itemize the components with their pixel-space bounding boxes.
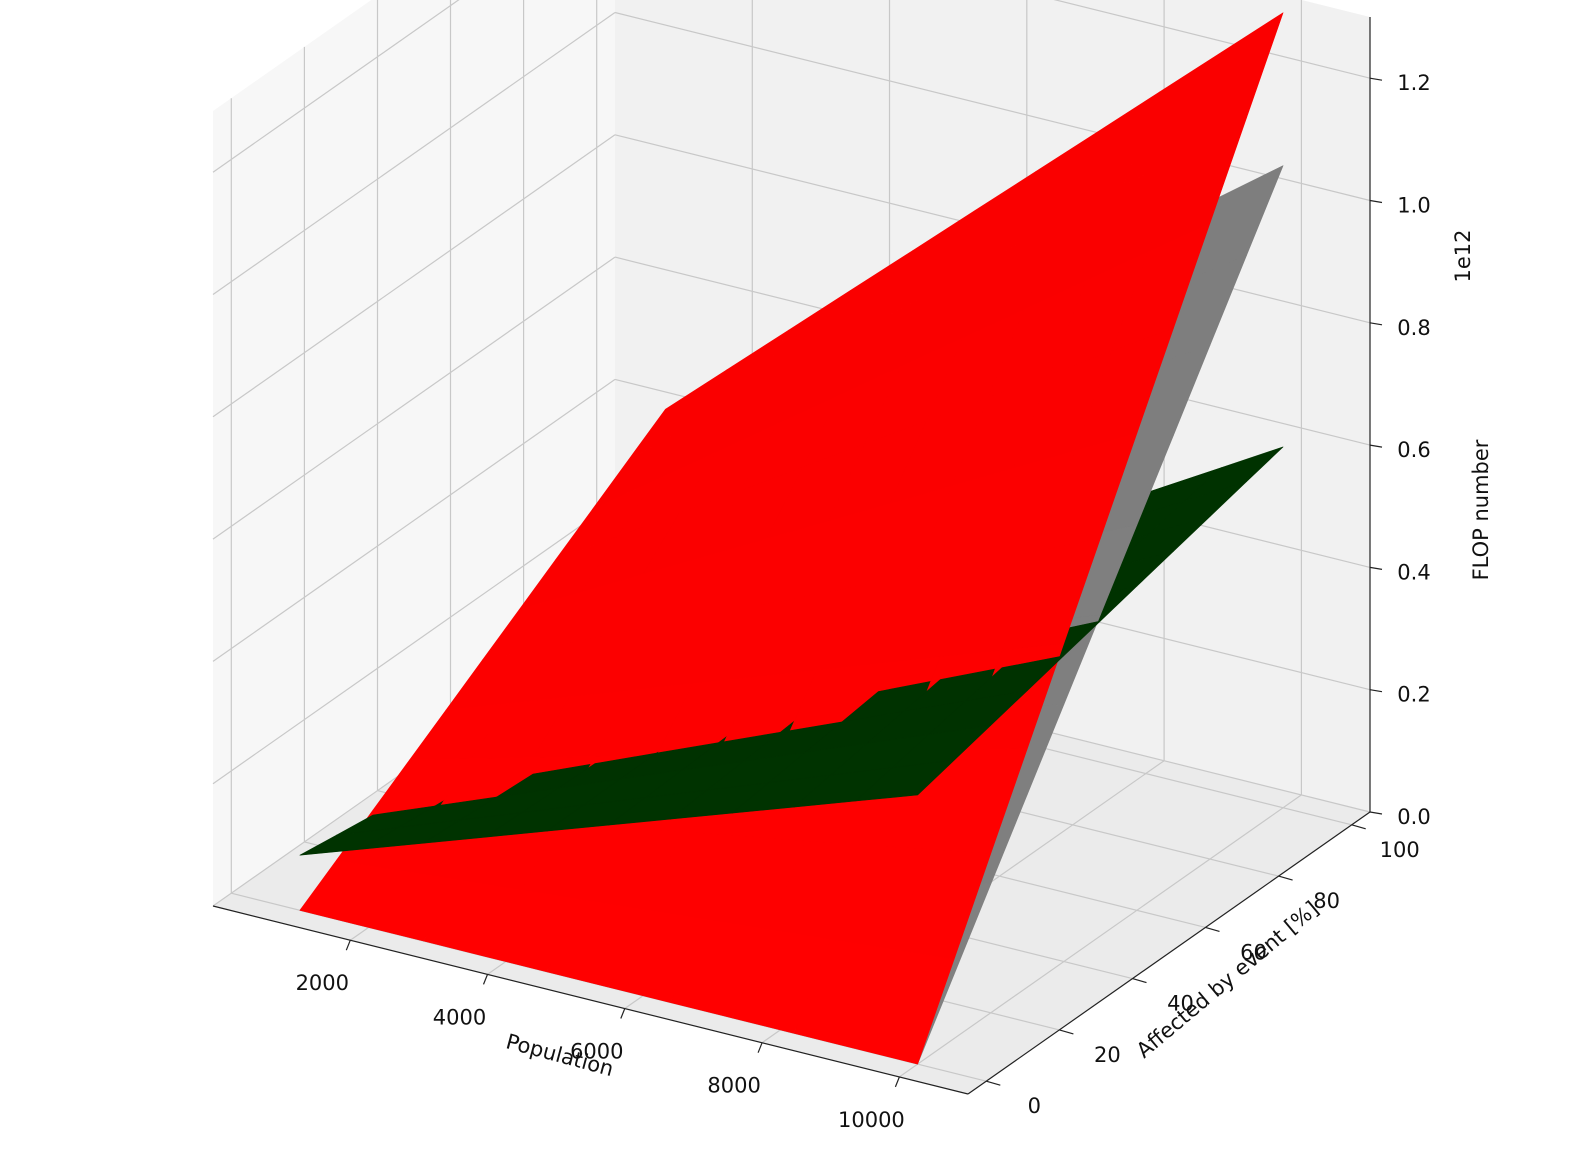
z-tick-mark — [1369, 322, 1383, 326]
y-tick-mark — [1278, 875, 1293, 881]
grid-line-z-left — [212, 0, 460, 173]
y-tick-label: 100 — [1380, 838, 1420, 862]
z-tick-label: 0.2 — [1397, 683, 1430, 707]
x-axis-line — [212, 905, 969, 1095]
y-tick-label: 20 — [1094, 1043, 1121, 1067]
z-tick-mark — [1369, 811, 1383, 815]
y-tick-label: 60 — [1240, 940, 1267, 964]
z-tick-mark — [1369, 444, 1383, 448]
z-tick-label: 0.6 — [1397, 438, 1430, 462]
y-tick-mark — [986, 1080, 1001, 1086]
x-tick-mark — [757, 1042, 763, 1053]
surface-2-facet — [855, 759, 955, 802]
z-tick-label: 0.0 — [1397, 805, 1430, 829]
x-tick-label: 6000 — [570, 1040, 623, 1064]
y-axis-line — [967, 811, 1371, 1095]
z-axis-offset-text: 1e12 — [1451, 229, 1475, 282]
y-tick-mark — [1351, 824, 1366, 830]
z-tick-mark — [1369, 566, 1383, 570]
y-tick-label: 80 — [1313, 889, 1340, 913]
x-tick-mark — [345, 939, 351, 951]
z-axis-label: FLOP number — [1469, 439, 1493, 580]
grid-line-z-left — [212, 378, 616, 662]
x-tick-mark — [620, 1008, 626, 1019]
x-tick-label: 8000 — [707, 1074, 760, 1098]
z-tick-label: 1.2 — [1397, 71, 1430, 95]
y-tick-mark — [1205, 926, 1220, 932]
z-tick-label: 1.0 — [1397, 194, 1430, 218]
grid-line-z-left — [212, 134, 616, 418]
y-tick-label: 40 — [1167, 992, 1194, 1016]
y-tick-mark — [1132, 978, 1147, 984]
y-tick-mark — [1059, 1029, 1074, 1035]
x-tick-label: 2000 — [296, 971, 349, 995]
axis-ticks: 2000 4000 6000 8000 10000 0 20 40 60 80 100 0.0 0.2 0… — [296, 71, 1431, 1132]
z-tick-label: 0.8 — [1397, 316, 1430, 340]
z-tick-mark — [1369, 689, 1383, 693]
grid-line-z-left — [212, 12, 616, 295]
z-tick-mark — [1369, 77, 1383, 81]
z-tick-mark — [1369, 199, 1383, 204]
z-tick-label: 0.4 — [1397, 560, 1430, 584]
x-tick-mark — [894, 1076, 900, 1088]
x-tick-label: 10000 — [838, 1108, 905, 1132]
surfaces — [299, 12, 1284, 1065]
grid-line-z-left — [212, 256, 616, 540]
grid-line-z-back — [614, 11, 1371, 202]
y-tick-label: 0 — [1028, 1094, 1041, 1118]
grid-line-x-floor — [899, 794, 1302, 1078]
x-axis-label: Population — [503, 1029, 616, 1081]
x-tick-mark — [482, 974, 489, 985]
grid-line-z-left — [212, 501, 616, 785]
x-tick-label: 4000 — [433, 1005, 486, 1029]
surface-0-facet — [855, 948, 955, 1065]
axis-lines — [212, 17, 1371, 1095]
